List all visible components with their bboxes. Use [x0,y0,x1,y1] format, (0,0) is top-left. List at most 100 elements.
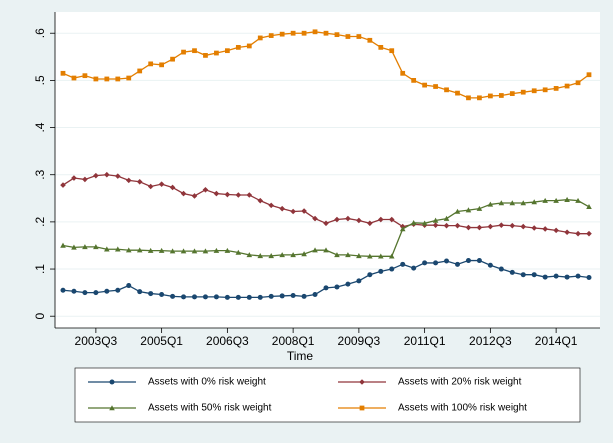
data-point [235,44,241,50]
data-point [509,200,516,206]
data-point [509,91,515,96]
legend-marker [109,379,115,385]
data-point [290,292,296,298]
data-point [192,294,197,300]
y-tick-label: .2 [33,217,47,227]
data-point [422,82,428,88]
data-point [93,244,99,250]
x-tick-label: 2012Q3 [469,334,512,348]
data-point [323,30,329,36]
data-point [301,293,307,299]
data-point [268,33,274,38]
data-point [553,273,559,279]
data-point [312,247,318,253]
data-point [378,268,384,274]
data-point [137,289,143,295]
data-point [114,173,121,179]
data-point [334,32,340,38]
data-point [509,222,516,229]
x-tick-label: 2003Q3 [75,334,118,348]
data-point [268,293,274,299]
data-point [202,187,209,193]
data-point [159,292,165,298]
data-point [148,291,154,297]
x-tick-label: 2014Q1 [535,334,578,348]
data-point [257,197,264,204]
data-point [498,93,504,98]
data-point [411,78,417,83]
data-point [170,293,176,299]
data-point [126,75,132,81]
data-point [125,247,132,253]
data-point [257,253,264,259]
legend [74,367,581,423]
data-point [542,87,548,93]
data-point [553,86,559,91]
data-point [509,269,515,275]
data-point [564,229,570,236]
data-point [114,246,121,252]
data-point [356,217,362,224]
data-point [214,50,219,56]
data-point [356,278,362,284]
data-point [60,182,66,188]
y-tick-label: .5 [33,75,47,85]
data-point [213,294,219,300]
data-point [345,215,351,222]
data-point [279,205,285,212]
data-point [356,253,362,259]
data-point [147,183,154,190]
data-point [213,190,220,197]
data-point [542,274,548,280]
data-point [377,216,384,223]
data-point [334,216,340,223]
data-point [400,70,406,76]
data-point [422,260,428,266]
legend-label: Assets with 50% risk weight [148,403,272,414]
data-point [564,196,570,202]
data-point [586,275,592,281]
data-point [520,200,527,206]
legend-label: Assets with 20% risk weight [398,377,522,388]
data-point [279,31,285,37]
data-point [148,61,154,67]
data-point [465,207,472,213]
data-point [443,222,450,229]
data-point [224,191,231,198]
data-point [115,287,121,293]
data-point [377,253,384,259]
data-point [301,208,307,214]
data-point [345,252,351,258]
data-point [60,70,66,76]
data-point [279,252,285,258]
data-point [356,34,362,39]
data-point [454,222,461,229]
data-point [246,294,252,300]
y-tick-label: .4 [33,122,47,132]
data-point [421,220,428,226]
x-axis-label: Time [287,349,314,363]
data-point [159,62,165,68]
data-point [290,252,296,258]
data-point [323,247,329,253]
data-point [477,95,482,101]
data-point [443,215,450,221]
data-point [455,261,460,267]
data-point [345,281,351,287]
data-point [279,293,285,299]
data-point [520,272,526,278]
data-point [71,75,77,81]
data-point [520,89,526,95]
data-point [136,247,143,253]
data-point [367,272,373,278]
data-point [444,258,450,264]
data-point [465,224,472,231]
data-point [542,197,548,203]
data-point [235,294,241,300]
data-point [290,30,296,36]
data-point [498,200,505,206]
data-point [290,208,296,215]
data-point [71,288,77,294]
data-point [312,215,318,222]
